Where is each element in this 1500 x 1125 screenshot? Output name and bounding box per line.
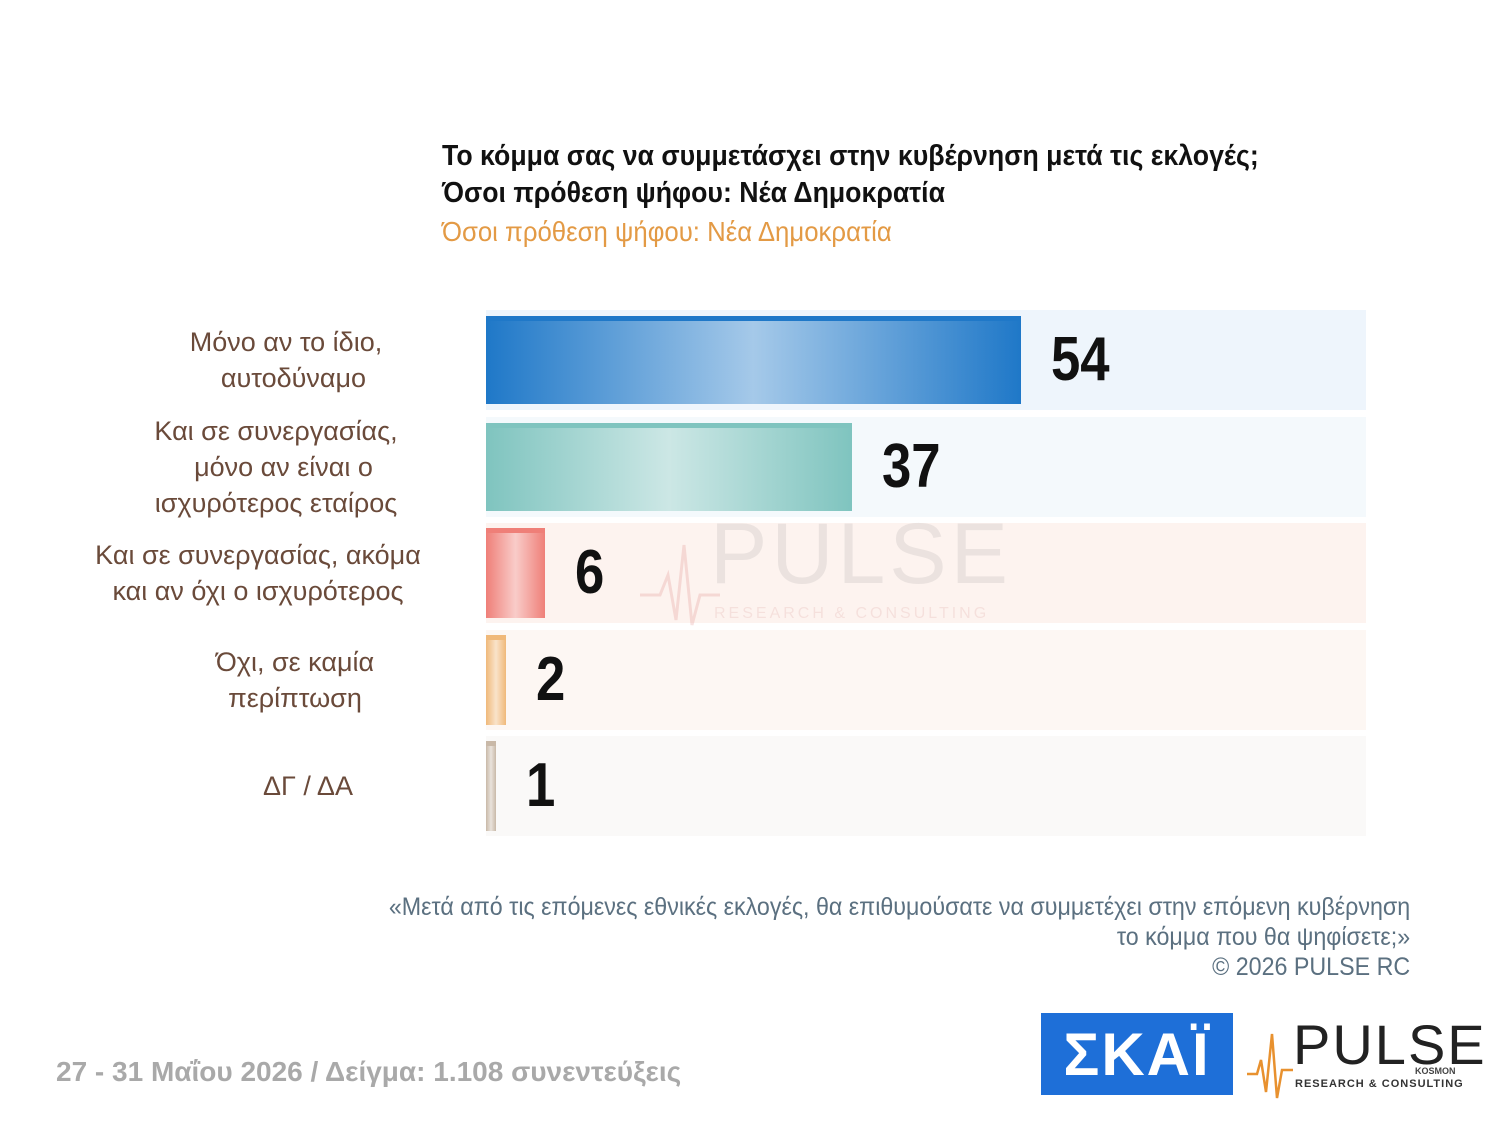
category-label: Μόνο αν το ίδιο, αυτοδύναμο [189, 327, 383, 393]
chart-title-line2: Όσοι πρόθεση ψήφου: Νέα Δημοκρατία [442, 177, 945, 209]
bar-value-label: 2 [535, 644, 566, 714]
watermark-tagline: RESEARCH & CONSULTING [714, 605, 990, 622]
bar-value-label: 37 [882, 431, 941, 501]
footnote-copyright: © 2026 PULSE RC [1211, 953, 1410, 981]
category-label: ΔΓ / ΔΑ [263, 771, 353, 801]
chart-title-line1: Το κόμμα σας να συμμετάσχει στην κυβέρνη… [442, 140, 1259, 172]
bar [486, 741, 496, 831]
bar-value-label: 54 [1050, 325, 1110, 394]
bar [486, 634, 506, 725]
row-background [486, 523, 1366, 623]
bar-value-label: 6 [575, 538, 605, 607]
pulse-logo-kosmon: KOSMON [1415, 1066, 1456, 1076]
bar [486, 422, 853, 511]
chart-subtitle: Όσοι πρόθεση ψήφου: Νέα Δημοκρατία [442, 216, 892, 247]
chart-title: Το κόμμα σας να συμμετάσχει στην κυβέρνη… [442, 138, 1259, 212]
pulse-logo-tagline: RESEARCH & CONSULTING [1295, 1078, 1464, 1090]
category-label: Και σε συνεργασίας, μόνο αν είναι ο ισχυ… [154, 415, 398, 518]
watermark-word: PULSE [710, 506, 1013, 602]
row-background [486, 736, 1366, 836]
pulse-logo-word: PULSE [1293, 1013, 1487, 1076]
row-background [486, 629, 1366, 730]
footnote-line2: το κόμμα που θα ψηφίσετε;» [1116, 923, 1410, 951]
pulse-wave-icon [640, 544, 720, 626]
skai-logo: ΣΚΑΪ [1041, 1013, 1233, 1095]
pulse-logo: PULSE KOSMON RESEARCH & CONSULTING [1245, 1012, 1485, 1102]
category-label: Και σε συνεργασίας, ακόμα και αν όχι ο ι… [95, 540, 421, 606]
bar [486, 528, 546, 618]
bar [486, 316, 1021, 404]
question-footnote: «Μετά από τις επόμενες εθνικές εκλογές, … [389, 892, 1410, 982]
pulse-wave-icon [1247, 1033, 1293, 1099]
category-label: Όχι, σε καμία περίπτωση [215, 646, 375, 713]
survey-footer: 27 - 31 Μαΐου 2026 / Δείγμα: 1.108 συνεν… [56, 1056, 682, 1087]
bar-value-label: 1 [525, 751, 556, 820]
footnote-line1: «Μετά από τις επόμενες εθνικές εκλογές, … [388, 893, 1410, 921]
pulse-watermark: PULSE RESEARCH & CONSULTING [640, 505, 1008, 635]
